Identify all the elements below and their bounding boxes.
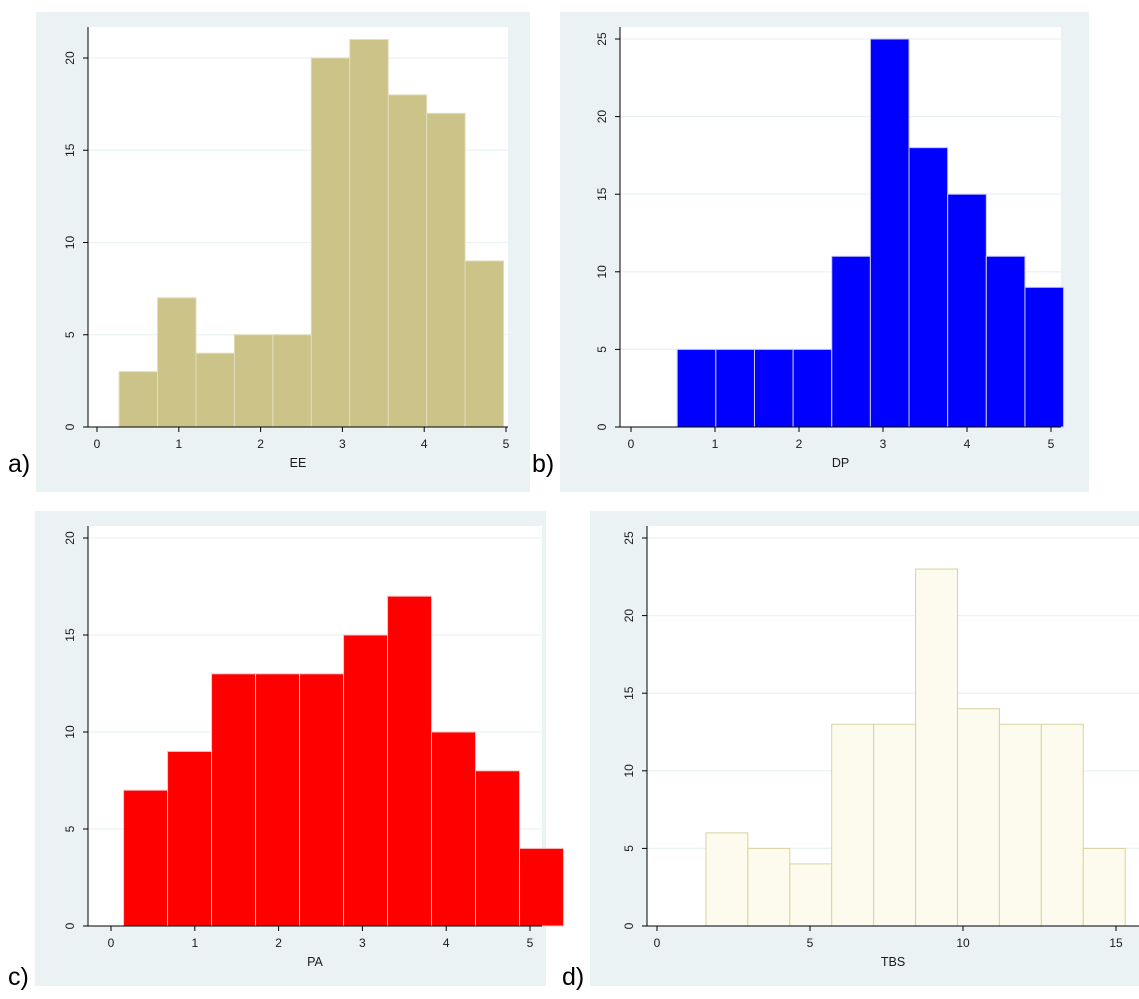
histogram-panel-4: 0 5 10 15 20 25 0 5 10 15 TBS d) (562, 511, 1139, 991)
x-tick-label: 1 (191, 936, 198, 950)
histogram-bar (908, 147, 949, 428)
histogram-bar (431, 731, 477, 927)
histogram-bar (753, 348, 794, 428)
x-tick-label: 2 (275, 936, 282, 950)
histogram-bar (705, 832, 749, 927)
x-tick-label: 3 (339, 437, 346, 451)
y-tick-label: 20 (63, 51, 77, 65)
x-tick-label: 0 (108, 936, 115, 950)
histogram-bar (519, 847, 565, 927)
x-axis-label: TBS (881, 955, 905, 969)
histogram-bar (255, 673, 301, 927)
y-tick-label: 25 (622, 531, 636, 545)
x-tick-label: 4 (964, 437, 971, 451)
x-axis-label: PA (307, 955, 323, 969)
x-tick-label: 1 (175, 437, 182, 451)
histogram-bar (233, 334, 274, 428)
y-tick-label: 0 (63, 423, 77, 430)
panel-label: b) (532, 450, 554, 478)
y-tick-label: 10 (595, 265, 609, 279)
histogram-bar (426, 112, 466, 428)
x-tick-label: 4 (421, 437, 428, 451)
histogram-bar (118, 371, 159, 428)
x-tick-label: 5 (503, 437, 510, 451)
panel-label: c) (8, 963, 29, 991)
x-tick-label: 5 (527, 936, 534, 950)
histogram-bar (715, 348, 755, 428)
x-tick-label: 4 (443, 936, 450, 950)
x-tick-label: 0 (628, 437, 635, 451)
x-tick-label: 5 (1048, 437, 1055, 451)
x-axis-label: DP (832, 456, 849, 470)
histogram-bar (167, 750, 213, 927)
y-tick-label: 15 (595, 187, 609, 201)
histogram-bar (792, 348, 833, 428)
histogram-panel-2: 0 5 10 15 20 25 0 1 2 3 4 5 DP b) (532, 12, 1089, 492)
y-tick-label: 20 (595, 110, 609, 124)
histogram-bar (676, 348, 717, 428)
histogram-bar (985, 255, 1026, 428)
y-tick-label: 0 (595, 423, 609, 430)
histogram-bar (349, 39, 389, 428)
y-tick-label: 0 (63, 922, 77, 929)
histogram-bar (464, 260, 505, 428)
y-tick-label: 5 (63, 331, 77, 338)
y-tick-label: 15 (63, 628, 77, 642)
y-tick-label: 10 (622, 764, 636, 778)
histogram-bar (869, 38, 910, 428)
y-tick-label: 10 (63, 725, 77, 739)
histogram-bar (387, 94, 428, 428)
y-tick-label: 15 (63, 143, 77, 157)
x-tick-label: 0 (94, 437, 101, 451)
histogram-panel-1: 0 5 10 15 20 0 1 2 3 4 5 EE a) (8, 12, 530, 492)
histogram-bar (157, 297, 197, 428)
histogram-bar (387, 595, 433, 927)
histogram-bar (310, 57, 351, 428)
y-tick-label: 20 (622, 609, 636, 623)
histogram-bar (343, 634, 389, 927)
histogram-bar (789, 863, 833, 927)
histogram-bar (998, 723, 1042, 927)
x-tick-label: 2 (796, 437, 803, 451)
histogram-bar (475, 770, 521, 927)
y-tick-label: 0 (622, 922, 636, 929)
panel-label: a) (8, 450, 30, 478)
histogram-bar (956, 708, 1000, 927)
histogram-bar (299, 673, 345, 927)
histogram-bar (1082, 847, 1126, 927)
x-tick-label: 3 (880, 437, 887, 451)
y-tick-label: 25 (595, 32, 609, 46)
histogram-bar (123, 789, 169, 927)
x-tick-label: 2 (257, 437, 264, 451)
x-tick-label: 5 (807, 936, 814, 950)
histogram-bar (747, 847, 791, 927)
histogram-bar (947, 193, 987, 428)
y-tick-label: 5 (63, 825, 77, 832)
histogram-bar (873, 723, 917, 927)
x-tick-label: 15 (1109, 936, 1123, 950)
histogram-bar (195, 352, 235, 428)
panel-label: d) (562, 963, 584, 991)
x-tick-label: 3 (359, 936, 366, 950)
y-tick-label: 5 (622, 845, 636, 852)
histogram-bar (831, 723, 875, 927)
y-tick-label: 5 (595, 346, 609, 353)
histogram-panel-3: 0 5 10 15 20 0 1 2 3 4 5 PA c) (8, 511, 565, 991)
histogram-bar (1040, 723, 1084, 927)
histogram-bar (1024, 286, 1065, 428)
y-tick-label: 15 (622, 686, 636, 700)
histogram-bar (915, 568, 958, 927)
y-tick-label: 10 (63, 236, 77, 250)
x-tick-label: 0 (654, 936, 661, 950)
histogram-bar (831, 255, 871, 428)
histogram-bar (272, 334, 312, 428)
histogram-bar (211, 673, 257, 927)
x-tick-label: 1 (712, 437, 719, 451)
x-tick-label: 10 (956, 936, 970, 950)
x-axis-label: EE (290, 456, 307, 470)
y-tick-label: 20 (63, 531, 77, 545)
